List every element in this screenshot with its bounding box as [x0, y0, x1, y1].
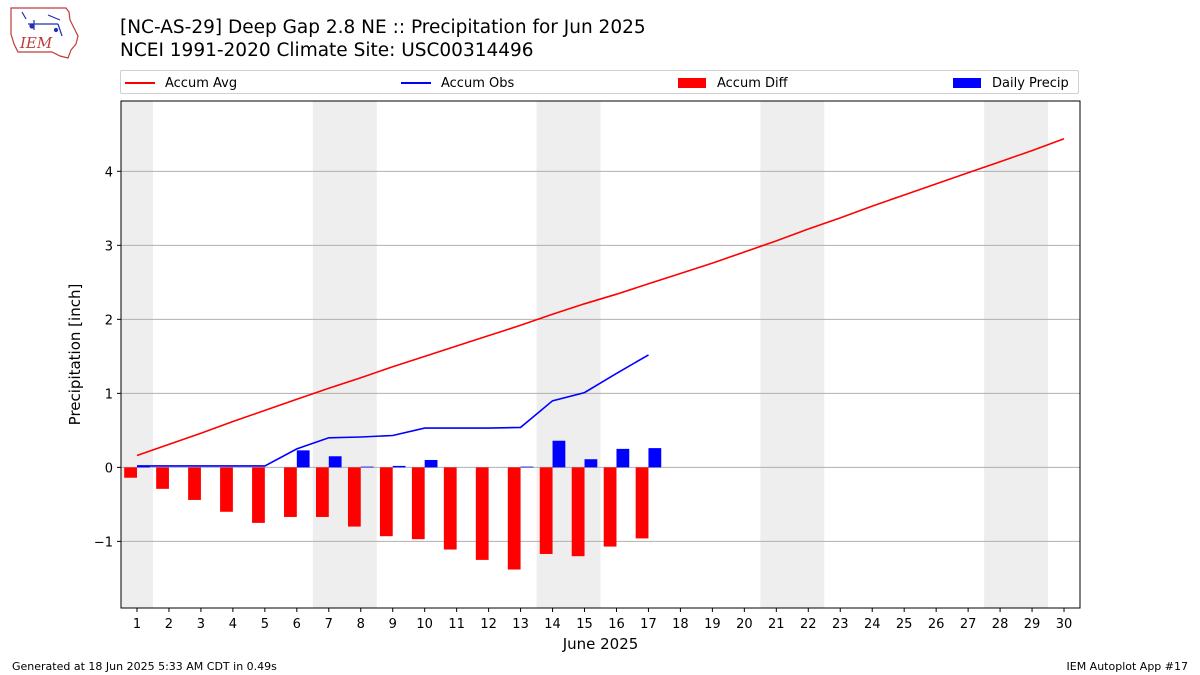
x-tick-label: 3	[197, 617, 205, 632]
accum-avg-line	[136, 137, 1065, 457]
x-tick-label: 30	[1056, 617, 1073, 632]
y-tick-label: 0	[105, 461, 113, 476]
accum-diff-bar	[220, 467, 233, 512]
x-tick-label: 25	[896, 617, 913, 632]
legend-label: Accum Diff	[717, 75, 788, 91]
x-tick-label: 28	[992, 617, 1009, 632]
accum-diff-bar	[124, 467, 137, 478]
y-axis-label: Precipitation [inch]	[66, 284, 84, 426]
daily-precip-bar	[520, 466, 534, 468]
accum-diff-bar	[379, 467, 393, 537]
accum-diff-bar	[539, 467, 553, 554]
x-tick-label: 11	[448, 617, 465, 632]
accum-diff-bar	[252, 467, 265, 523]
y-tick-label: 2	[105, 313, 113, 328]
accum-diff-bar	[156, 467, 169, 489]
x-tick-label: 5	[261, 617, 269, 632]
x-tick-label: 7	[325, 617, 333, 632]
x-tick-label: 19	[704, 617, 721, 632]
accum-diff-bar	[475, 467, 489, 560]
plot-frame	[120, 100, 1081, 609]
daily-precip-bar	[424, 459, 438, 468]
x-tick-label: 10	[416, 617, 433, 632]
accum-diff-bar	[411, 467, 425, 540]
accum-diff-bar	[603, 467, 617, 547]
legend-item-accum-avg: Accum Avg	[125, 74, 237, 92]
x-tick-label: 22	[800, 617, 817, 632]
accum-diff-bar	[443, 467, 457, 550]
x-tick-label: 6	[293, 617, 301, 632]
x-tick-label: 17	[640, 617, 657, 632]
x-tick-label: 21	[768, 617, 785, 632]
legend-swatch	[125, 82, 155, 84]
daily-precip-bar	[584, 459, 598, 468]
legend: Accum Avg Accum Obs Accum Diff Daily Pre…	[120, 70, 1079, 94]
weekend-band	[312, 101, 377, 608]
x-tick-label: 15	[576, 617, 593, 632]
x-tick-label: 16	[608, 617, 625, 632]
daily-precip-bar	[392, 465, 406, 468]
accum-diff-bar	[188, 467, 201, 500]
legend-swatch	[401, 82, 431, 84]
generated-timestamp: Generated at 18 Jun 2025 5:33 AM CDT in …	[12, 660, 277, 673]
x-tick-label: 18	[672, 617, 689, 632]
x-tick-label: 2	[165, 617, 173, 632]
chart-subtitle: NCEI 1991-2020 Climate Site: USC00314496	[120, 40, 534, 61]
accum-diff-bar	[635, 467, 649, 539]
legend-swatch	[678, 78, 706, 88]
accum-diff-bar	[571, 467, 585, 557]
y-tick-label: −1	[94, 535, 113, 550]
daily-precip-bar	[616, 448, 630, 468]
legend-label: Accum Avg	[165, 75, 238, 91]
weekend-band	[121, 101, 153, 608]
accum-obs-line	[137, 354, 649, 467]
daily-precip-bar	[296, 450, 310, 468]
app-credit: IEM Autoplot App #17	[1066, 660, 1189, 673]
x-tick-label: 24	[864, 617, 881, 632]
y-tick-label: 4	[105, 165, 113, 180]
x-tick-label: 1	[133, 617, 141, 632]
daily-precip-bar	[552, 440, 566, 468]
y-tick-label: 1	[105, 387, 113, 402]
legend-label: Accum Obs	[441, 75, 515, 91]
daily-precip-bar	[328, 456, 342, 468]
logo-text: IEM	[19, 34, 53, 52]
x-tick-label: 23	[832, 617, 849, 632]
accum-diff-bar	[284, 467, 297, 517]
weekend-band	[984, 101, 1049, 608]
x-tick-label: 9	[389, 617, 397, 632]
x-tick-label: 27	[960, 617, 977, 632]
accum-diff-bar	[315, 467, 329, 517]
x-tick-label: 14	[544, 617, 561, 632]
x-tick-label: 12	[480, 617, 497, 632]
chart-title: [NC-AS-29] Deep Gap 2.8 NE :: Precipitat…	[120, 17, 646, 38]
x-tick-label: 26	[928, 617, 945, 632]
y-tick-label: 3	[105, 239, 113, 254]
x-tick-label: 29	[1024, 617, 1041, 632]
x-tick-label: 13	[512, 617, 529, 632]
x-tick-label: 8	[357, 617, 365, 632]
legend-item-accum-obs: Accum Obs	[401, 74, 514, 92]
accum-diff-bar	[507, 467, 521, 570]
accum-diff-bar	[347, 467, 361, 527]
legend-label: Daily Precip	[992, 75, 1069, 91]
daily-precip-bar	[648, 448, 662, 468]
iem-logo: IEM	[10, 7, 79, 59]
x-tick-label: 4	[229, 617, 237, 632]
weekend-band	[760, 101, 825, 608]
legend-item-daily-precip: Daily Precip	[953, 74, 1069, 92]
x-tick-label: 20	[736, 617, 753, 632]
legend-item-accum-diff: Accum Diff	[678, 74, 788, 92]
daily-precip-bar	[360, 466, 374, 468]
legend-swatch	[953, 78, 981, 88]
x-axis-label: June 2025	[562, 635, 639, 653]
